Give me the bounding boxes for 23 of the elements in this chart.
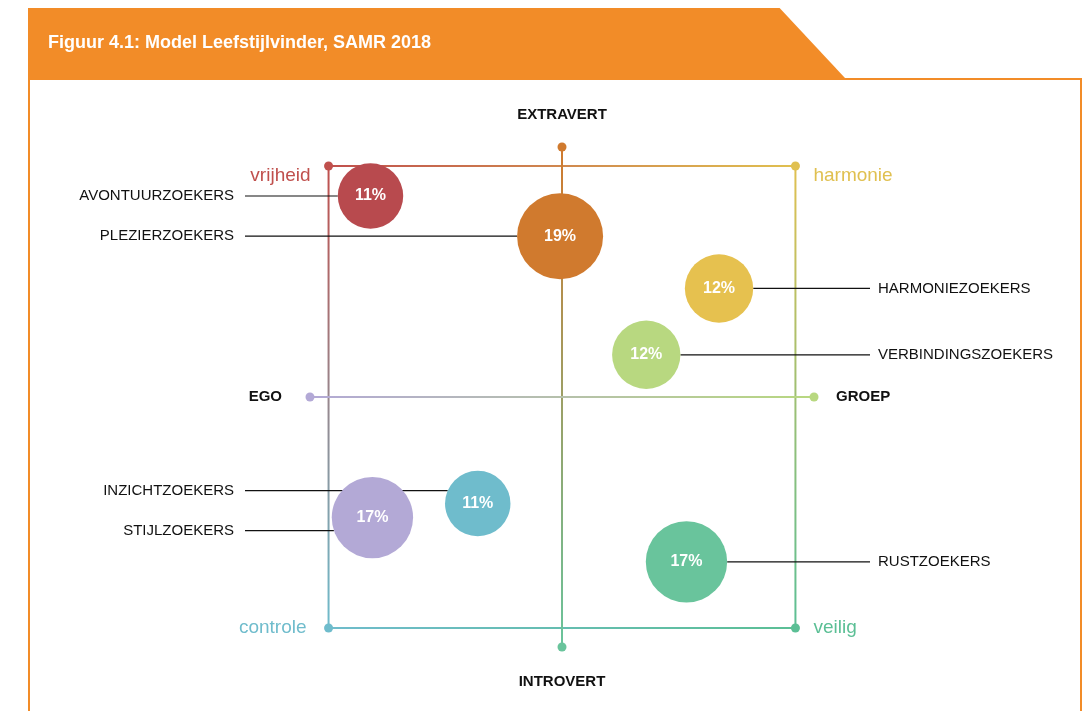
text: controle: [238, 616, 307, 638]
category-label: STIJLZOEKERS: [123, 520, 234, 538]
category-label: AVONTUURZOEKERS: [79, 186, 234, 204]
text: EGO: [248, 387, 283, 405]
category-label: PLEZIERZOEKERS: [99, 226, 234, 244]
data-label: 12%: [630, 345, 663, 363]
data-label: 11%: [354, 186, 387, 204]
text: harmonie: [813, 164, 893, 186]
category-label: INZICHTZOEKERS: [103, 480, 234, 498]
text: veilig: [813, 616, 857, 638]
data-label: 11%: [462, 493, 494, 511]
text: INTROVERT: [518, 672, 606, 690]
text: vrijheid: [250, 164, 311, 186]
data-label: 19%: [544, 226, 577, 244]
text: GROEP: [836, 387, 891, 405]
text: EXTRAVERT: [517, 105, 607, 123]
category-label: RUSTZOEKERS: [878, 551, 991, 569]
data-label: 17%: [356, 508, 389, 526]
category-label: VERBINDINGSZOEKERS: [878, 344, 1054, 362]
category-label: HARMONIEZOEKERS: [878, 278, 1031, 296]
text: Figuur 4.1: Model Leefstijlvinder, SAMR 2018: [48, 32, 432, 53]
data-label: 17%: [670, 552, 703, 570]
data-label: 12%: [703, 278, 736, 296]
